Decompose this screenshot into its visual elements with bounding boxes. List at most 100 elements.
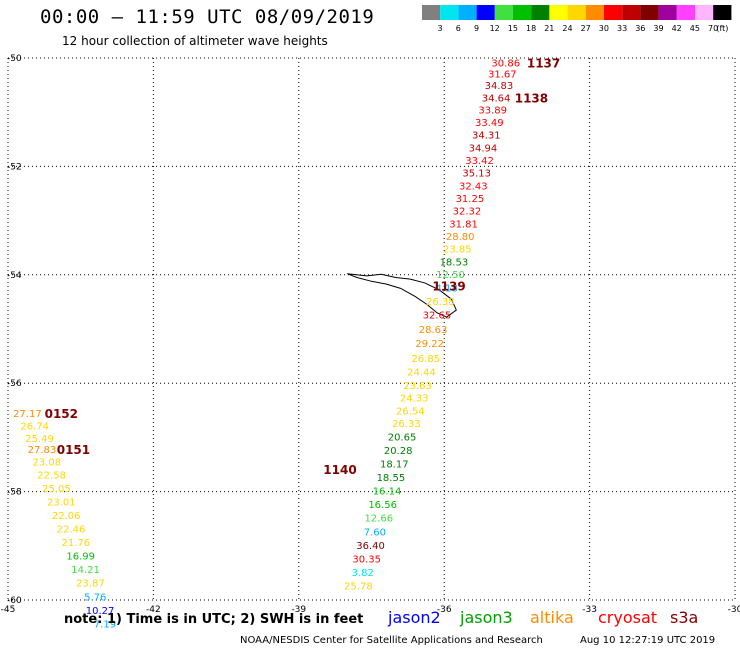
colorbar-label: 42 [672,24,682,33]
map-title: 00:00 – 11:59 UTC 08/09/2019 [40,6,375,28]
swh-value-label: 23.87 [76,579,105,590]
colorbar-swatch [658,5,677,20]
pass-id-label: 1140 [323,463,356,477]
colorbar-label: 27 [581,24,591,33]
swh-value-label: 31.25 [456,194,485,205]
swh-value-label: 7.19 [94,619,116,630]
swh-value-label: 33.49 [475,118,504,129]
swh-value-label: 27.17 [13,409,42,420]
colorbar-label: 36 [635,24,645,33]
swh-value-label: 26.38 [426,297,455,308]
swh-value-label: 12.66 [364,514,393,525]
units-note: note: 1) Time is in UTC; 2) SWH is in fe… [64,612,364,627]
swh-value-label: 29.22 [415,339,444,350]
swh-value-label: 27.83 [28,445,57,456]
colorbar-swatch [695,5,714,20]
legend-cryosat: cryosat [598,608,658,627]
swh-value-label: 24.33 [400,393,429,404]
lat-tick-label: -56 [7,379,22,389]
pass-id-label: 1137 [527,56,560,70]
swh-value-label: 30.86 [491,58,520,69]
swh-value-label: 26.74 [20,422,49,433]
swh-value-label: 25.49 [25,434,54,445]
swh-value-label: 25.05 [42,484,71,495]
swh-value-label: 16.14 [373,487,402,498]
colorbar-swatch [440,5,459,20]
lon-tick-label: -33 [582,605,597,615]
swh-value-label: 26.85 [411,354,440,365]
legend-s3a: s3a [670,608,699,627]
swh-value-label: 24.44 [407,367,436,378]
swh-value-label: 34.64 [482,94,511,105]
swh-value-label: 3.82 [352,568,374,579]
colorbar-swatch [604,5,623,20]
colorbar-swatch [622,5,641,20]
swh-value-label: 18.17 [380,460,409,471]
swh-value-label: 36.40 [356,541,385,552]
swh-value-label: 5.76 [84,592,106,603]
swh-value-label: 23.08 [32,457,61,468]
swh-value-label: 31.81 [449,219,478,230]
swh-value-label: 25.78 [344,581,373,592]
colorbar-label: 9 [474,24,479,33]
lat-tick-label: -60 [7,596,22,606]
swh-value-label: 32.32 [453,206,482,217]
generation-timestamp: Aug 10 12:27:19 UTC 2019 [580,635,716,646]
swh-value-label: 30.35 [352,554,381,565]
map-subtitle: 12 hour collection of altimeter wave hei… [62,34,328,48]
swh-value-label: 21.76 [62,538,91,549]
colorbar-swatch [585,5,604,20]
swh-value-label: 18.55 [377,473,406,484]
lon-tick-label: -39 [291,605,306,615]
lat-tick-label: -54 [7,271,22,281]
colorbar-swatch [531,5,550,20]
lon-tick-label: -42 [146,605,161,615]
legend-jason2: jason2 [388,608,441,627]
swh-value-label: 22.46 [57,525,86,536]
swh-value-label: 23.63 [403,381,432,392]
colorbar-label: 30 [599,24,609,33]
swh-value-label: 4.18 [435,283,457,294]
legend-altika: altika [530,608,574,627]
lat-tick-label: -58 [7,488,22,498]
swh-value-label: 26.54 [396,406,425,417]
credit-line: NOAA/NESDIS Center for Satellite Applica… [240,635,543,646]
swh-value-label: 16.99 [66,552,95,563]
colorbar-label: 15 [508,24,518,33]
swh-value-label: 34.31 [472,131,501,142]
swh-value-label: 10.27 [86,606,115,617]
swh-value-label: 28.80 [446,232,475,243]
colorbar-swatch [476,5,495,20]
swh-value-label: 32.43 [459,181,488,192]
colorbar-label: 45 [690,24,700,33]
swh-value-label: 22.58 [37,470,66,481]
swh-value-label: 28.63 [419,325,448,336]
colorbar-label: 70 [708,24,718,33]
swh-value-label: 16.56 [368,500,397,511]
swh-value-label: 35.13 [462,168,491,179]
pass-id-label: 1139 [432,280,465,294]
swh-value-label: 20.65 [388,432,417,443]
colorbar-swatch [549,5,568,20]
swh-value-label: 32.65 [423,310,452,321]
swh-value-label: 34.83 [485,81,514,92]
colorbar-swatch [676,5,695,20]
lon-tick-label: -36 [437,605,452,615]
colorbar-label: 12 [490,24,500,33]
swh-value-label: 34.94 [469,144,498,155]
swh-value-label: 33.42 [465,156,494,167]
colorbar-label: 3 [438,24,443,33]
colorbar-swatch [640,5,659,20]
colorbar-swatch [494,5,513,20]
swh-value-label: 23.85 [443,244,472,255]
lon-tick-label: -30 [728,605,740,615]
colorbar-label: 24 [562,24,572,33]
lon-tick-label: -45 [1,605,16,615]
swh-value-label: 12.50 [436,270,465,281]
swh-value-label: 31.67 [488,69,517,80]
colorbar-swatch [458,5,477,20]
colorbar-label: 33 [617,24,627,33]
legend-jason3: jason3 [460,608,513,627]
swh-value-label: 18.53 [440,257,469,268]
